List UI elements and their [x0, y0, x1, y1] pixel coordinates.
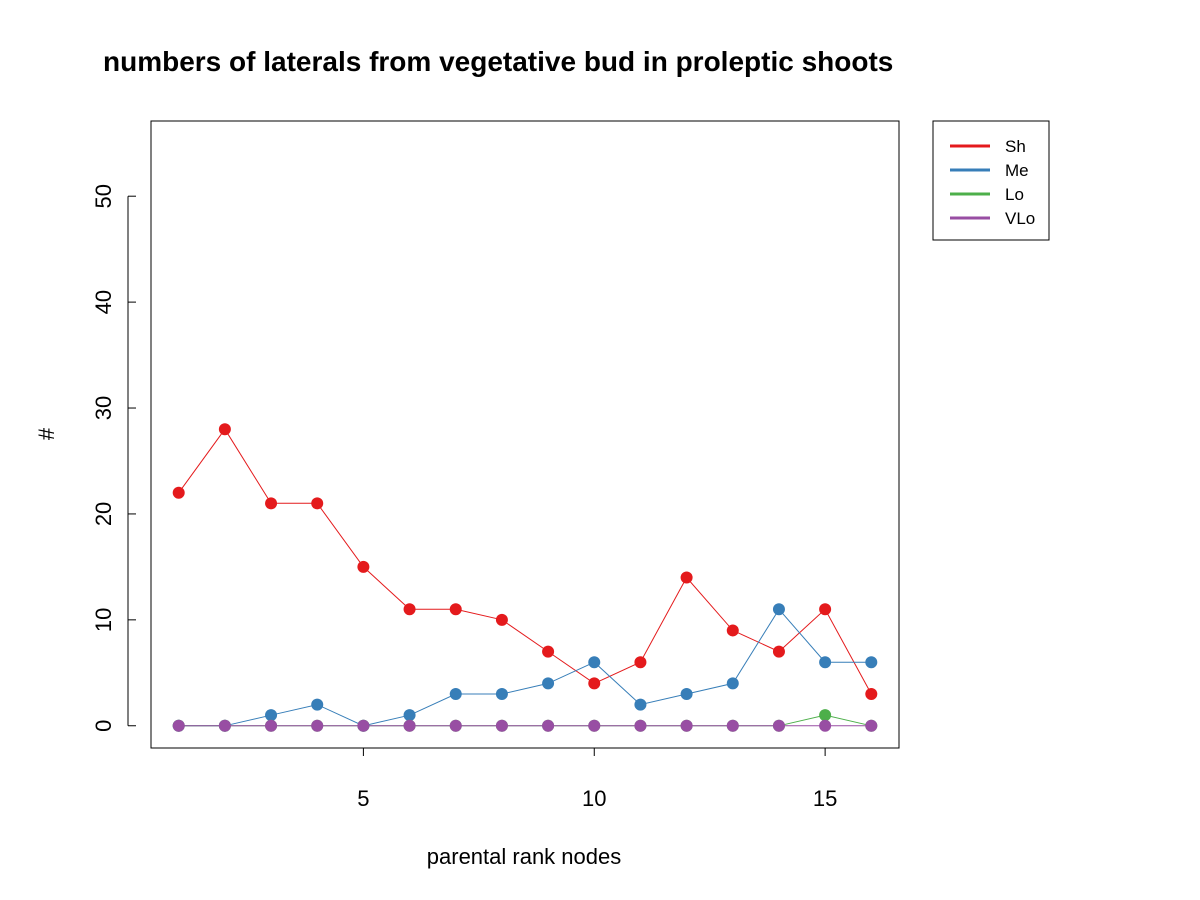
data-point	[172, 486, 185, 499]
legend-label: Sh	[1005, 137, 1026, 156]
data-point	[680, 687, 693, 700]
plot-frame	[150, 120, 900, 749]
data-point	[311, 698, 324, 711]
legend-item: Me	[950, 161, 1029, 180]
data-point	[634, 698, 647, 711]
chart-title: numbers of laterals from vegetative bud …	[103, 46, 893, 77]
series-line	[178, 608, 872, 727]
series-layer	[172, 423, 878, 732]
series-sh	[172, 423, 878, 700]
data-point	[311, 497, 324, 510]
data-point	[403, 719, 416, 732]
data-point	[634, 719, 647, 732]
data-point	[357, 560, 370, 573]
legend-item: Sh	[950, 137, 1026, 156]
data-point	[588, 719, 601, 732]
data-point	[449, 687, 462, 700]
data-point	[634, 656, 647, 669]
y-tick-label: 0	[91, 720, 116, 732]
series-line	[178, 714, 872, 727]
data-point	[449, 603, 462, 616]
legend-item: Lo	[950, 185, 1024, 204]
series-lo	[172, 709, 878, 732]
y-tick-label: 50	[91, 184, 116, 208]
x-axis-label: parental rank nodes	[427, 844, 621, 869]
data-point	[495, 719, 508, 732]
y-axis: 0 10 20 30 40 50	[91, 184, 136, 732]
data-point	[311, 719, 324, 732]
data-point	[588, 656, 601, 669]
data-point	[772, 719, 785, 732]
legend-label: Me	[1005, 161, 1029, 180]
series-vlo	[172, 719, 878, 732]
data-point	[726, 624, 739, 637]
data-point	[403, 603, 416, 616]
data-point	[403, 709, 416, 722]
data-point	[357, 719, 370, 732]
data-point	[772, 603, 785, 616]
series-me	[172, 603, 878, 732]
data-point	[865, 687, 878, 700]
data-point	[542, 677, 555, 690]
data-point	[865, 656, 878, 669]
data-point	[495, 613, 508, 626]
data-point	[449, 719, 462, 732]
data-point	[680, 719, 693, 732]
data-point	[819, 709, 832, 722]
data-point	[218, 719, 231, 732]
data-point	[726, 677, 739, 690]
legend-label: Lo	[1005, 185, 1024, 204]
y-tick-label: 20	[91, 502, 116, 526]
data-point	[588, 677, 601, 690]
data-point	[542, 645, 555, 658]
y-axis-label: #	[34, 427, 59, 440]
series-line	[178, 428, 872, 695]
x-tick-label: 10	[582, 786, 606, 811]
y-tick-label: 10	[91, 608, 116, 632]
data-point	[819, 719, 832, 732]
data-point	[819, 656, 832, 669]
data-point	[726, 719, 739, 732]
data-point	[265, 497, 278, 510]
data-point	[772, 645, 785, 658]
legend-label: VLo	[1005, 209, 1035, 228]
data-point	[542, 719, 555, 732]
y-tick-label: 30	[91, 396, 116, 420]
data-point	[819, 603, 832, 616]
data-point	[218, 423, 231, 436]
data-point	[680, 571, 693, 584]
y-tick-label: 40	[91, 290, 116, 314]
x-axis: 5 10 15	[357, 747, 837, 811]
legend-box	[932, 120, 1050, 241]
legend-item: VLo	[950, 209, 1035, 228]
data-point	[495, 687, 508, 700]
x-tick-label: 5	[357, 786, 369, 811]
x-tick-label: 15	[813, 786, 837, 811]
data-point	[265, 719, 278, 732]
data-point	[265, 709, 278, 722]
legend: Sh Me Lo VLo	[932, 120, 1050, 241]
data-point	[865, 719, 878, 732]
data-point	[172, 719, 185, 732]
